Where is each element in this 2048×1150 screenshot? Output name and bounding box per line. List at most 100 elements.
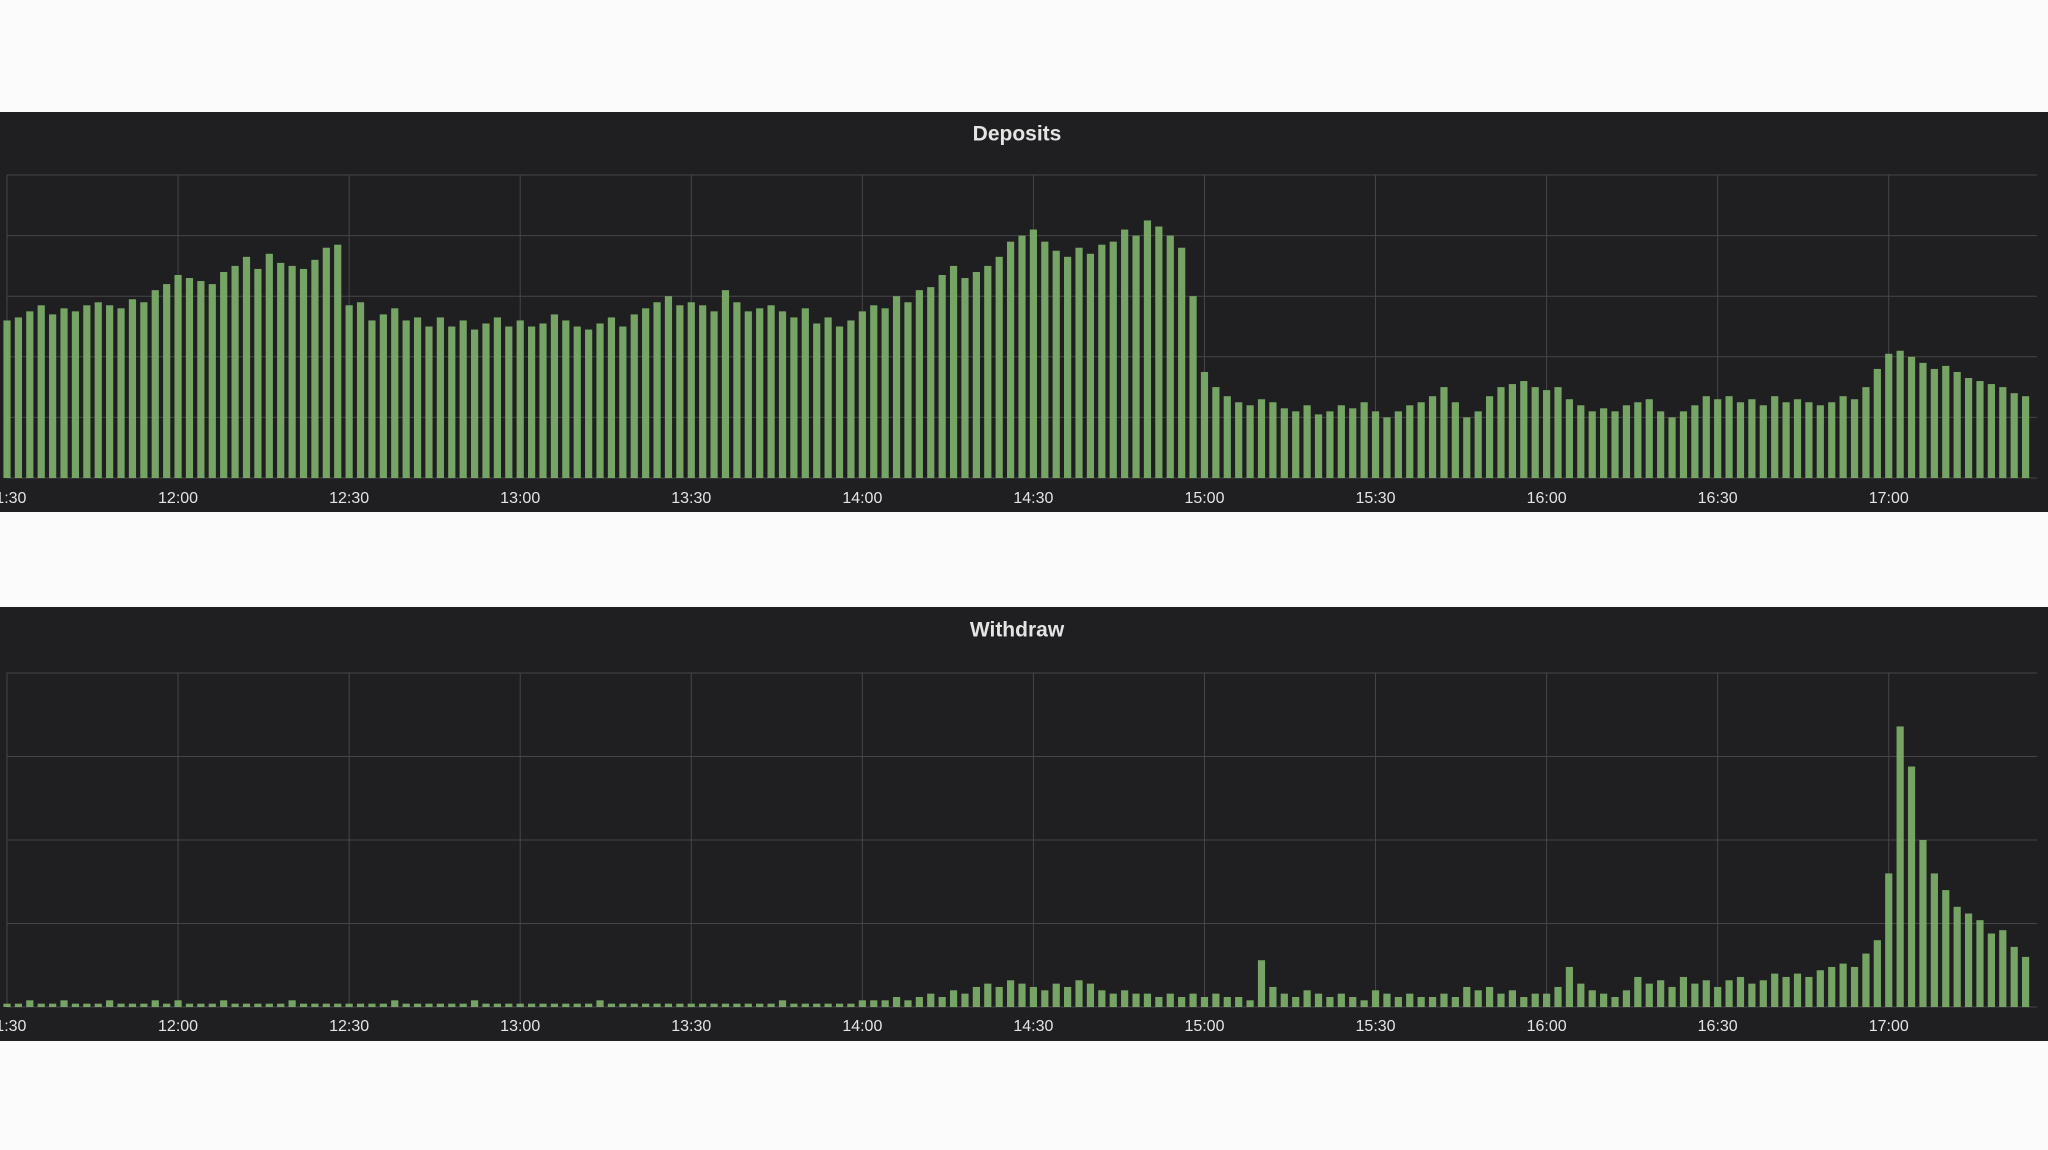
x-tick-label: 14:00 [842,490,882,507]
bar [904,302,912,478]
bar [2010,393,2018,478]
bar [151,1000,159,1007]
x-tick-label: 15:30 [1356,490,1396,507]
bar [1634,402,1642,478]
bar [1463,417,1471,478]
bar [1326,411,1334,478]
bar [1588,990,1596,1007]
x-tick-label: 14:30 [1013,490,1053,507]
bar [664,296,673,478]
bar [334,244,342,478]
bar [185,1003,194,1007]
bar [185,278,194,478]
bar [425,1003,433,1007]
bar [163,1003,171,1007]
bar [607,1003,616,1007]
bar [1189,993,1197,1007]
bar [117,1003,125,1007]
bar [1132,993,1140,1007]
bar [1349,408,1357,478]
bar [1246,405,1254,478]
bar [1964,378,1973,478]
x-tick-label: 17:00 [1869,1018,1909,1035]
bar [470,329,479,478]
bar [687,302,695,478]
x-tick-label: 16:30 [1698,490,1738,507]
bar [1223,996,1231,1007]
bar [1816,405,1824,478]
x-tick-label: 16:30 [1698,1018,1738,1035]
bar [881,308,889,478]
bar [1485,396,1494,478]
bar [1862,387,1870,478]
bar [482,323,490,478]
bar [1577,983,1585,1007]
panel-background [0,607,2048,1041]
bar [493,317,501,478]
bar [140,1003,148,1007]
bar [938,274,946,478]
bar [687,1003,695,1007]
bar [1155,996,1163,1007]
bar [1907,766,1916,1007]
bar [345,305,353,478]
bar [1748,399,1756,478]
bar [1554,986,1562,1007]
bar [1303,990,1311,1007]
bar [1257,960,1266,1007]
bar [1155,226,1163,478]
bar [1611,411,1619,478]
bar [1987,384,1995,478]
bar [117,308,125,478]
bar [676,305,684,478]
bar [847,320,855,478]
bar [1600,408,1608,478]
bar [813,1003,821,1007]
bar [1018,983,1026,1007]
bar [242,256,251,478]
bar [721,290,730,478]
bar [322,247,330,478]
bar [1793,399,1802,478]
bar [892,996,901,1007]
bar [528,1003,536,1007]
bar [1862,953,1870,1007]
bar [1782,402,1790,478]
bar [277,1003,285,1007]
bar [1885,353,1893,478]
bar [642,1003,650,1007]
bar [1497,387,1505,478]
bar [1098,990,1106,1007]
bar [37,305,45,478]
bar [972,271,980,478]
bar [1600,993,1608,1007]
bar [1143,993,1152,1007]
bar [1520,996,1528,1007]
bar [733,1003,741,1007]
bar [1337,405,1345,478]
bar [585,1003,593,1007]
bar [1360,402,1368,478]
bar [1212,993,1220,1007]
bar [870,305,878,478]
bar [1930,368,1938,478]
bar [915,996,923,1007]
x-tick-label: 16:00 [1527,1018,1567,1035]
x-tick-label: 14:00 [842,1018,882,1035]
bar [858,1000,866,1007]
bar [1645,399,1653,478]
bar [151,290,159,478]
bar [1714,986,1722,1007]
bar [174,274,182,478]
bar [1714,399,1722,478]
bar [1485,986,1494,1007]
bar [961,993,969,1007]
bar [1759,405,1767,478]
bar [265,1003,273,1007]
bar [140,302,148,478]
bar [778,311,787,478]
bar [1964,913,1973,1007]
bar [573,326,581,478]
bar [915,290,923,478]
x-tick-label: 11:30 [0,490,27,507]
